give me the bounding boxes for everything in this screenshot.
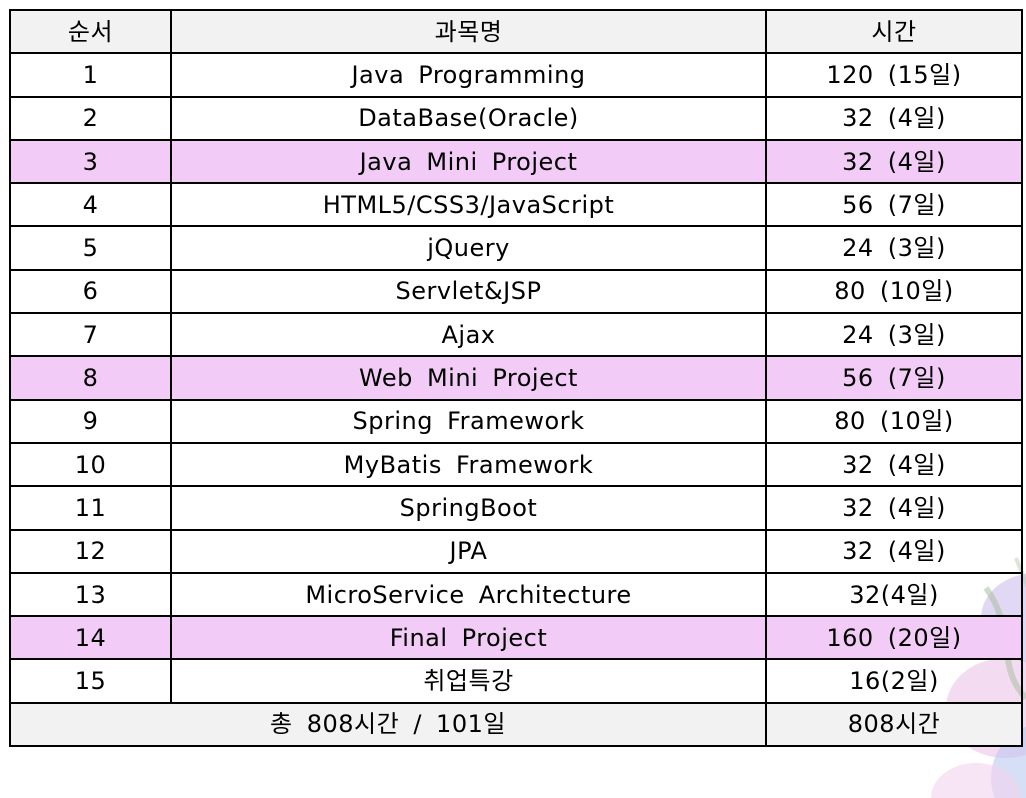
table-row: 6 Servlet&JSP 80 (10일)	[9, 268, 1023, 315]
header-hours: 시간	[765, 8, 1023, 55]
cell-order: 13	[9, 571, 172, 618]
header-order: 순서	[9, 8, 172, 55]
table-row-highlighted: 14 Final Project 160 (20일)	[9, 615, 1023, 661]
cell-subject: DataBase(Oracle)	[170, 95, 767, 141]
cell-hours: 56 (7일)	[765, 355, 1023, 401]
table-row-highlighted: 8 Web Mini Project 56 (7일)	[9, 355, 1023, 401]
table-row: 7 Ajax 24 (3일)	[9, 312, 1023, 358]
table-total-row: 총 808시간 / 101일 808시간	[9, 701, 1023, 748]
cell-order: 1	[9, 52, 172, 98]
cell-hours: 32 (4일)	[765, 441, 1023, 488]
cell-hours: 24 (3일)	[765, 312, 1023, 358]
table-row: 5 jQuery 24 (3일)	[9, 225, 1023, 271]
cell-subject: HTML5/CSS3/JavaScript	[170, 182, 767, 228]
cell-subject: JPA	[170, 528, 767, 574]
table-header-row: 순서 과목명 시간	[9, 8, 1023, 55]
table-row: 4 HTML5/CSS3/JavaScript 56 (7일)	[9, 182, 1023, 228]
table-row: 13 MicroService Architecture 32(4일)	[9, 571, 1023, 618]
cell-order: 3	[9, 138, 172, 185]
cell-subject: Spring Framework	[170, 398, 767, 444]
total-summary: 총 808시간 / 101일	[9, 701, 767, 748]
cell-hours: 80 (10일)	[765, 268, 1023, 315]
table-row: 2 DataBase(Oracle) 32 (4일)	[9, 95, 1023, 141]
cell-subject: Servlet&JSP	[170, 268, 767, 315]
table-row: 12 JPA 32 (4일)	[9, 528, 1023, 574]
cell-subject: SpringBoot	[170, 485, 767, 531]
cell-hours: 16(2일)	[765, 658, 1023, 704]
cell-order: 2	[9, 95, 172, 141]
table-row-highlighted: 3 Java Mini Project 32 (4일)	[9, 138, 1023, 185]
cell-order: 11	[9, 485, 172, 531]
cell-order: 12	[9, 528, 172, 574]
table-row: 1 Java Programming 120 (15일)	[9, 52, 1023, 98]
cell-subject: jQuery	[170, 225, 767, 271]
table-row: 11 SpringBoot 32 (4일)	[9, 485, 1023, 531]
cell-order: 15	[9, 658, 172, 704]
table-row: 15 취업특강 16(2일)	[9, 658, 1023, 704]
cell-subject: Ajax	[170, 312, 767, 358]
cell-order: 10	[9, 441, 172, 488]
cell-order: 9	[9, 398, 172, 444]
cell-order: 8	[9, 355, 172, 401]
cell-order: 5	[9, 225, 172, 271]
cell-hours: 32 (4일)	[765, 95, 1023, 141]
cell-hours: 160 (20일)	[765, 615, 1023, 661]
cell-order: 4	[9, 182, 172, 228]
cell-hours: 56 (7일)	[765, 182, 1023, 228]
cell-hours: 32 (4일)	[765, 528, 1023, 574]
total-hours: 808시간	[765, 701, 1023, 748]
cell-subject: Java Mini Project	[170, 138, 767, 185]
table-row: 9 Spring Framework 80 (10일)	[9, 398, 1023, 444]
cell-subject: Java Programming	[170, 52, 767, 98]
cell-subject: MicroService Architecture	[170, 571, 767, 618]
cell-subject: Web Mini Project	[170, 355, 767, 401]
cell-order: 6	[9, 268, 172, 315]
cell-order: 14	[9, 615, 172, 661]
cell-hours: 32 (4일)	[765, 138, 1023, 185]
course-schedule-table: 순서 과목명 시간 1 Java Programming 120 (15일) 2…	[9, 8, 1023, 748]
cell-order: 7	[9, 312, 172, 358]
table-row: 10 MyBatis Framework 32 (4일)	[9, 441, 1023, 488]
cell-subject: MyBatis Framework	[170, 441, 767, 488]
cell-subject: 취업특강	[170, 658, 767, 704]
cell-hours: 24 (3일)	[765, 225, 1023, 271]
cell-hours: 32 (4일)	[765, 485, 1023, 531]
cell-hours: 32(4일)	[765, 571, 1023, 618]
header-subject: 과목명	[170, 8, 767, 55]
cell-hours: 120 (15일)	[765, 52, 1023, 98]
cell-hours: 80 (10일)	[765, 398, 1023, 444]
cell-subject: Final Project	[170, 615, 767, 661]
